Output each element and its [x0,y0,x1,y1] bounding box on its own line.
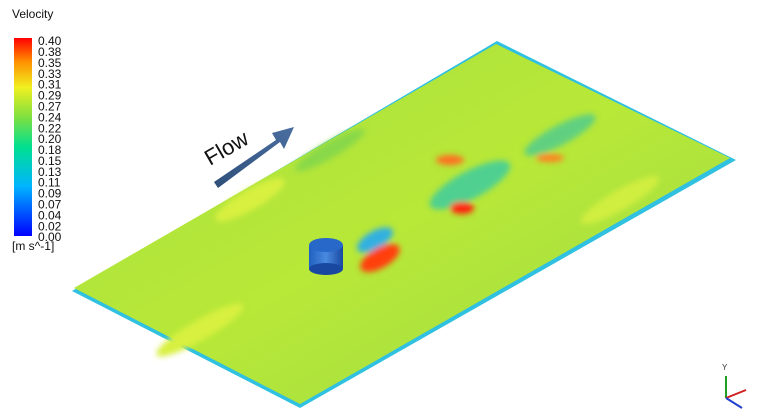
legend-unit: [m s^-1] [12,239,54,253]
legend-title: Velocity [12,7,53,21]
velocity-field [72,41,736,408]
colorbar [14,38,32,236]
axis-triad: Y [722,363,746,408]
page: {"legend": {"title": "Velocity", "labels… [0,0,759,419]
colorbar-labels: 0.400.380.350.330.310.290.270.240.220.20… [38,34,62,244]
triad-label: Y [722,363,728,372]
viewport: Flow Velocity 0.400.380.350.330.310.290.… [0,0,759,414]
cylinder [309,238,343,275]
